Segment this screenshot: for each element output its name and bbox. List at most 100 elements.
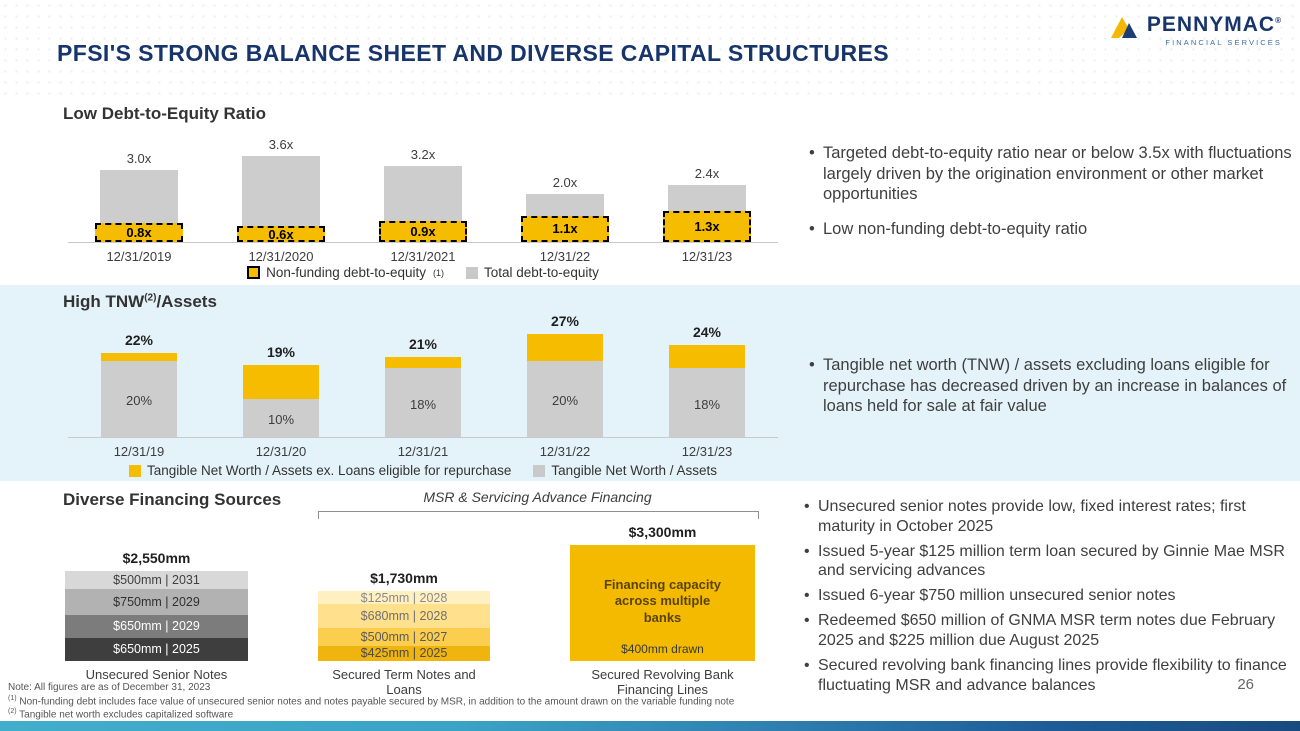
footnote-1: (1) Non-funding debt includes face value… — [8, 695, 734, 707]
x-axis-label: 12/31/19 — [113, 444, 165, 459]
tnw-ex-segment — [101, 353, 177, 361]
page-number: 26 — [1237, 676, 1254, 693]
tnw-heading-post: /Assets — [156, 292, 217, 311]
total-debt-value-label: 2.4x — [694, 165, 720, 181]
pennymac-logo: PENNYMAC® FINANCIAL SERVICES — [1109, 14, 1282, 47]
financing-stack: Financing capacity across multiple banks… — [570, 518, 755, 697]
x-axis-label: 12/31/2019 — [106, 249, 172, 264]
financing-chart: $500mm | 2031 $750mm | 2029 $650mm | 2029 $… — [65, 518, 777, 697]
tnw-chart-legend: Tangible Net Worth / Assets ex. Loans el… — [68, 463, 778, 478]
x-axis-label: 12/31/23 — [681, 249, 733, 264]
bar-group: 22% 20% 12/31/19 — [68, 312, 210, 459]
tnw-total-value-label: 20% — [125, 392, 153, 408]
stack-segment: $425mm | 2025 — [318, 646, 490, 661]
bar-group: 19% 10% 12/31/20 — [210, 312, 352, 459]
x-axis-label: 12/31/22 — [539, 444, 591, 459]
logo-brand: PENNYMAC® — [1147, 14, 1282, 35]
tnw-total-value-label: 18% — [693, 396, 721, 412]
bullet-item: Secured revolving bank financing lines p… — [801, 656, 1298, 696]
footnote-2-text: Tangible net worth excludes capitalized … — [16, 709, 234, 721]
tnw-ex-segment — [527, 334, 603, 361]
logo-subtitle: FINANCIAL SERVICES — [1165, 38, 1282, 47]
tnw-total-value-label: 10% — [267, 411, 295, 427]
registered-mark: ® — [1275, 16, 1282, 25]
footnote-note: Note: All figures are as of December 31,… — [8, 682, 211, 693]
bar-group: 2.0x 1.1x 12/31/22 — [494, 130, 636, 264]
tnw-total-value-label: 20% — [551, 392, 579, 408]
legend-label-total: Total debt-to-equity — [484, 265, 599, 280]
background-dot-pattern — [0, 0, 1300, 100]
financing-stack: $125mm | 2028 $680mm | 2028 $500mm | 2027 $… — [318, 518, 490, 697]
footnote-2: (2) Tangible net worth excludes capitali… — [8, 708, 233, 720]
logo-brand-text: PENNYMAC — [1146, 13, 1276, 36]
debt-chart: 3.0x 0.8x 12/31/2019 3.6x 0.6x 12/31/2020 3.2x… — [68, 130, 778, 264]
tnw-section-heading: High TNW(2)/Assets — [63, 292, 217, 312]
slide-title: PFSI'S STRONG BALANCE SHEET AND DIVERSE … — [57, 40, 890, 66]
bar-group: 27% 20% 12/31/22 — [494, 312, 636, 459]
pennymac-logo-icon — [1109, 14, 1139, 40]
debt-section-heading: Low Debt-to-Equity Ratio — [63, 104, 267, 123]
footnote-1-text: Non-funding debt includes face value of … — [16, 696, 735, 708]
tnw-ex-segment — [385, 356, 461, 369]
stack-segment: $650mm | 2025 — [65, 638, 248, 661]
stack-total-label: $1,730mm — [370, 570, 438, 587]
bar-group: 24% 18% 12/31/23 — [636, 312, 778, 459]
msr-bracket-label: MSR & Servicing Advance Financing — [423, 489, 652, 505]
bar-group: 2.4x 1.3x 12/31/23 — [636, 130, 778, 264]
tnw-ex-value-label: 22% — [124, 332, 154, 349]
tnw-total-segment — [385, 368, 461, 437]
tnw-ex-value-label: 24% — [692, 324, 722, 341]
stack-segment: $500mm | 2027 — [318, 628, 490, 646]
tnw-total-value-label: 18% — [409, 396, 437, 412]
legend-label-nonfunding: Non-funding debt-to-equity — [266, 265, 427, 280]
footnote-2-marker: (2) — [8, 708, 17, 715]
stack-segment: Financing capacity across multiple banks — [570, 544, 755, 661]
stack-caption: Secured Term Notes and Loans — [332, 667, 476, 697]
legend-item-nonfunding: Non-funding debt-to-equity (1) — [247, 265, 444, 280]
tnw-total-segment — [527, 360, 603, 437]
stack-total-label: $2,550mm — [122, 550, 191, 566]
stack-segment: $650mm | 2029 — [65, 615, 248, 639]
tnw-total-segment — [243, 398, 319, 437]
bullet-item: Low non-funding debt-to-equity ratio — [806, 219, 1294, 240]
x-axis-label: 12/31/21 — [397, 444, 449, 459]
x-axis-label: 12/31/2020 — [248, 249, 314, 264]
drawn-amount-label: $400mm drawn — [621, 642, 704, 656]
tnw-total-segment — [101, 360, 177, 437]
tnw-total-swatch-icon — [533, 464, 546, 477]
x-axis-label: 12/31/23 — [681, 444, 733, 459]
bullet-item: Issued 5-year $125 million term loan sec… — [801, 542, 1298, 582]
tnw-ex-value-label: 27% — [550, 313, 580, 329]
nonfunding-debt-bar: 0.6x — [237, 226, 325, 242]
bar-group: 3.0x 0.8x 12/31/2019 — [68, 130, 210, 264]
x-axis-label: 12/31/22 — [539, 249, 591, 264]
total-debt-value-label: 3.2x — [410, 146, 436, 162]
nonfunding-debt-bar: 1.1x — [521, 215, 609, 242]
x-axis-label: 12/31/20 — [255, 444, 307, 459]
financing-bullet-list: Unsecured senior notes provide low, fixe… — [801, 497, 1298, 700]
footnote-1-marker: (1) — [8, 695, 17, 702]
stack-inner-text: Financing capacity across multiple banks — [603, 576, 722, 626]
debt-bullet-list: Targeted debt-to-equity ratio near or be… — [806, 143, 1294, 254]
stack-segment: $500mm | 2031 — [65, 571, 248, 589]
debt-chart-legend: Non-funding debt-to-equity (1) Total deb… — [68, 265, 778, 280]
stack-segment: $125mm | 2028 — [318, 591, 490, 605]
legend-item-tnw-total: Tangible Net Worth / Assets — [533, 463, 717, 478]
nonfunding-debt-bar: 0.9x — [379, 220, 467, 242]
bullet-item: Targeted debt-to-equity ratio near or be… — [806, 143, 1294, 205]
stack-total-label: $3,300mm — [628, 523, 697, 540]
tnw-ex-swatch-icon — [128, 464, 141, 477]
tnw-ex-segment — [243, 364, 319, 399]
total-debt-value-label: 3.6x — [268, 137, 294, 152]
legend-label-tnw-total: Tangible Net Worth / Assets — [551, 463, 718, 478]
legend-label-tnw-ex: Tangible Net Worth / Assets ex. Loans el… — [146, 463, 512, 478]
stack-segment: $680mm | 2028 — [318, 604, 490, 629]
msr-bracket — [318, 511, 759, 519]
nonfunding-swatch-icon — [247, 266, 261, 279]
bullet-item: Unsecured senior notes provide low, fixe… — [801, 497, 1298, 537]
bar-group: 3.6x 0.6x 12/31/2020 — [210, 130, 352, 264]
bullet-item: Redeemed $650 million of GNMA MSR term n… — [801, 611, 1298, 651]
stack-caption: Secured Revolving Bank Financing Lines — [591, 667, 734, 697]
financing-section-heading: Diverse Financing Sources — [63, 490, 282, 509]
bullet-item: Tangible net worth (TNW) / assets exclud… — [806, 355, 1298, 417]
